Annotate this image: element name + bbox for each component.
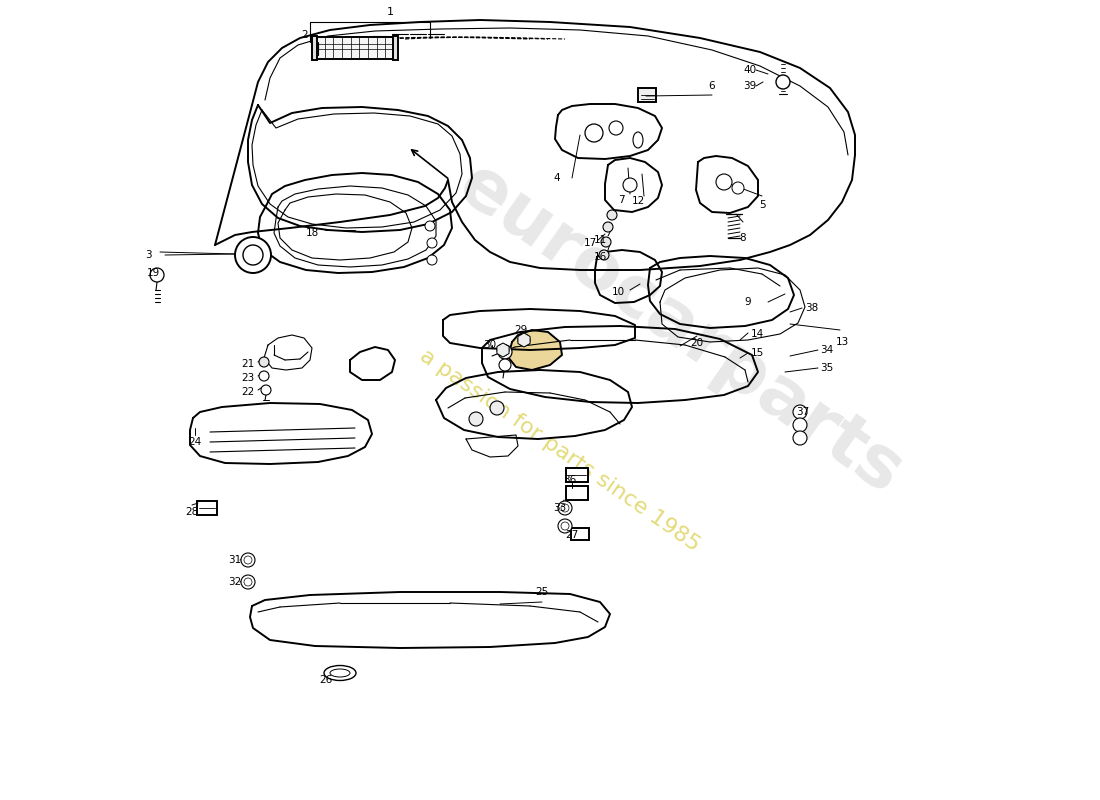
Circle shape	[561, 504, 569, 512]
Circle shape	[244, 556, 252, 564]
Circle shape	[469, 412, 483, 426]
Text: eurocarparts: eurocarparts	[444, 150, 915, 510]
Circle shape	[601, 237, 610, 247]
Text: 38: 38	[805, 303, 818, 313]
Bar	[566, 486, 588, 500]
Circle shape	[241, 575, 255, 589]
Text: 10: 10	[612, 287, 625, 297]
Bar	[638, 88, 656, 102]
Circle shape	[793, 405, 807, 419]
Text: 25: 25	[536, 587, 549, 597]
Bar	[566, 468, 588, 482]
Text: 17: 17	[583, 238, 596, 248]
Circle shape	[427, 255, 437, 265]
Circle shape	[561, 522, 569, 530]
Circle shape	[497, 344, 509, 356]
Text: 24: 24	[188, 437, 201, 447]
Text: 14: 14	[750, 329, 763, 339]
Circle shape	[150, 268, 164, 282]
Circle shape	[609, 121, 623, 135]
Text: 20: 20	[691, 338, 704, 348]
Text: 1: 1	[386, 7, 394, 17]
Text: 40: 40	[744, 65, 757, 75]
Text: 23: 23	[241, 373, 254, 383]
Text: 7: 7	[618, 195, 625, 205]
Circle shape	[425, 221, 435, 231]
Ellipse shape	[330, 669, 350, 677]
Circle shape	[243, 245, 263, 265]
Text: 32: 32	[229, 577, 242, 587]
Text: 18: 18	[306, 228, 319, 238]
Circle shape	[600, 250, 609, 260]
Text: 31: 31	[229, 555, 242, 565]
Text: 9: 9	[745, 297, 751, 307]
Circle shape	[241, 553, 255, 567]
Text: 39: 39	[744, 81, 757, 91]
Circle shape	[558, 519, 572, 533]
Text: 26: 26	[319, 675, 332, 685]
Text: 19: 19	[146, 268, 160, 278]
Text: 11: 11	[593, 235, 606, 245]
Text: 22: 22	[241, 387, 254, 397]
Circle shape	[585, 124, 603, 142]
Circle shape	[427, 238, 437, 248]
Bar	[197, 501, 217, 515]
Text: 8: 8	[739, 233, 746, 243]
Ellipse shape	[324, 666, 356, 681]
Text: 37: 37	[796, 407, 810, 417]
Text: 4: 4	[553, 173, 560, 183]
Text: 28: 28	[186, 507, 199, 517]
Text: 5: 5	[759, 200, 766, 210]
Circle shape	[716, 174, 732, 190]
Text: 33: 33	[553, 503, 566, 513]
Circle shape	[244, 578, 252, 586]
Text: 21: 21	[241, 359, 254, 369]
Circle shape	[732, 182, 744, 194]
Text: 3: 3	[145, 250, 152, 260]
Circle shape	[793, 431, 807, 445]
Text: 12: 12	[631, 196, 645, 206]
Polygon shape	[508, 330, 562, 370]
Text: 35: 35	[821, 363, 834, 373]
Text: 13: 13	[835, 337, 848, 347]
Circle shape	[558, 501, 572, 515]
Text: 15: 15	[750, 348, 763, 358]
Text: 16: 16	[593, 252, 606, 262]
Circle shape	[499, 359, 512, 371]
Circle shape	[258, 371, 270, 381]
Bar	[571, 528, 588, 540]
Circle shape	[793, 418, 807, 432]
Bar	[312, 36, 317, 60]
Circle shape	[490, 401, 504, 415]
Circle shape	[261, 385, 271, 395]
Bar	[316, 37, 394, 59]
Circle shape	[498, 345, 512, 359]
Text: 36: 36	[563, 475, 576, 485]
Text: 30: 30	[483, 340, 496, 350]
Text: 34: 34	[821, 345, 834, 355]
Circle shape	[607, 210, 617, 220]
Circle shape	[518, 334, 530, 346]
Text: 27: 27	[565, 530, 579, 540]
Ellipse shape	[632, 132, 644, 148]
Circle shape	[235, 237, 271, 273]
Text: a passion for parts since 1985: a passion for parts since 1985	[416, 345, 704, 555]
Bar	[393, 36, 398, 60]
Circle shape	[776, 75, 790, 89]
Circle shape	[623, 178, 637, 192]
Text: 29: 29	[515, 325, 528, 335]
Text: 2: 2	[301, 30, 308, 40]
Circle shape	[603, 222, 613, 232]
Circle shape	[258, 357, 270, 367]
Text: 6: 6	[708, 81, 715, 91]
